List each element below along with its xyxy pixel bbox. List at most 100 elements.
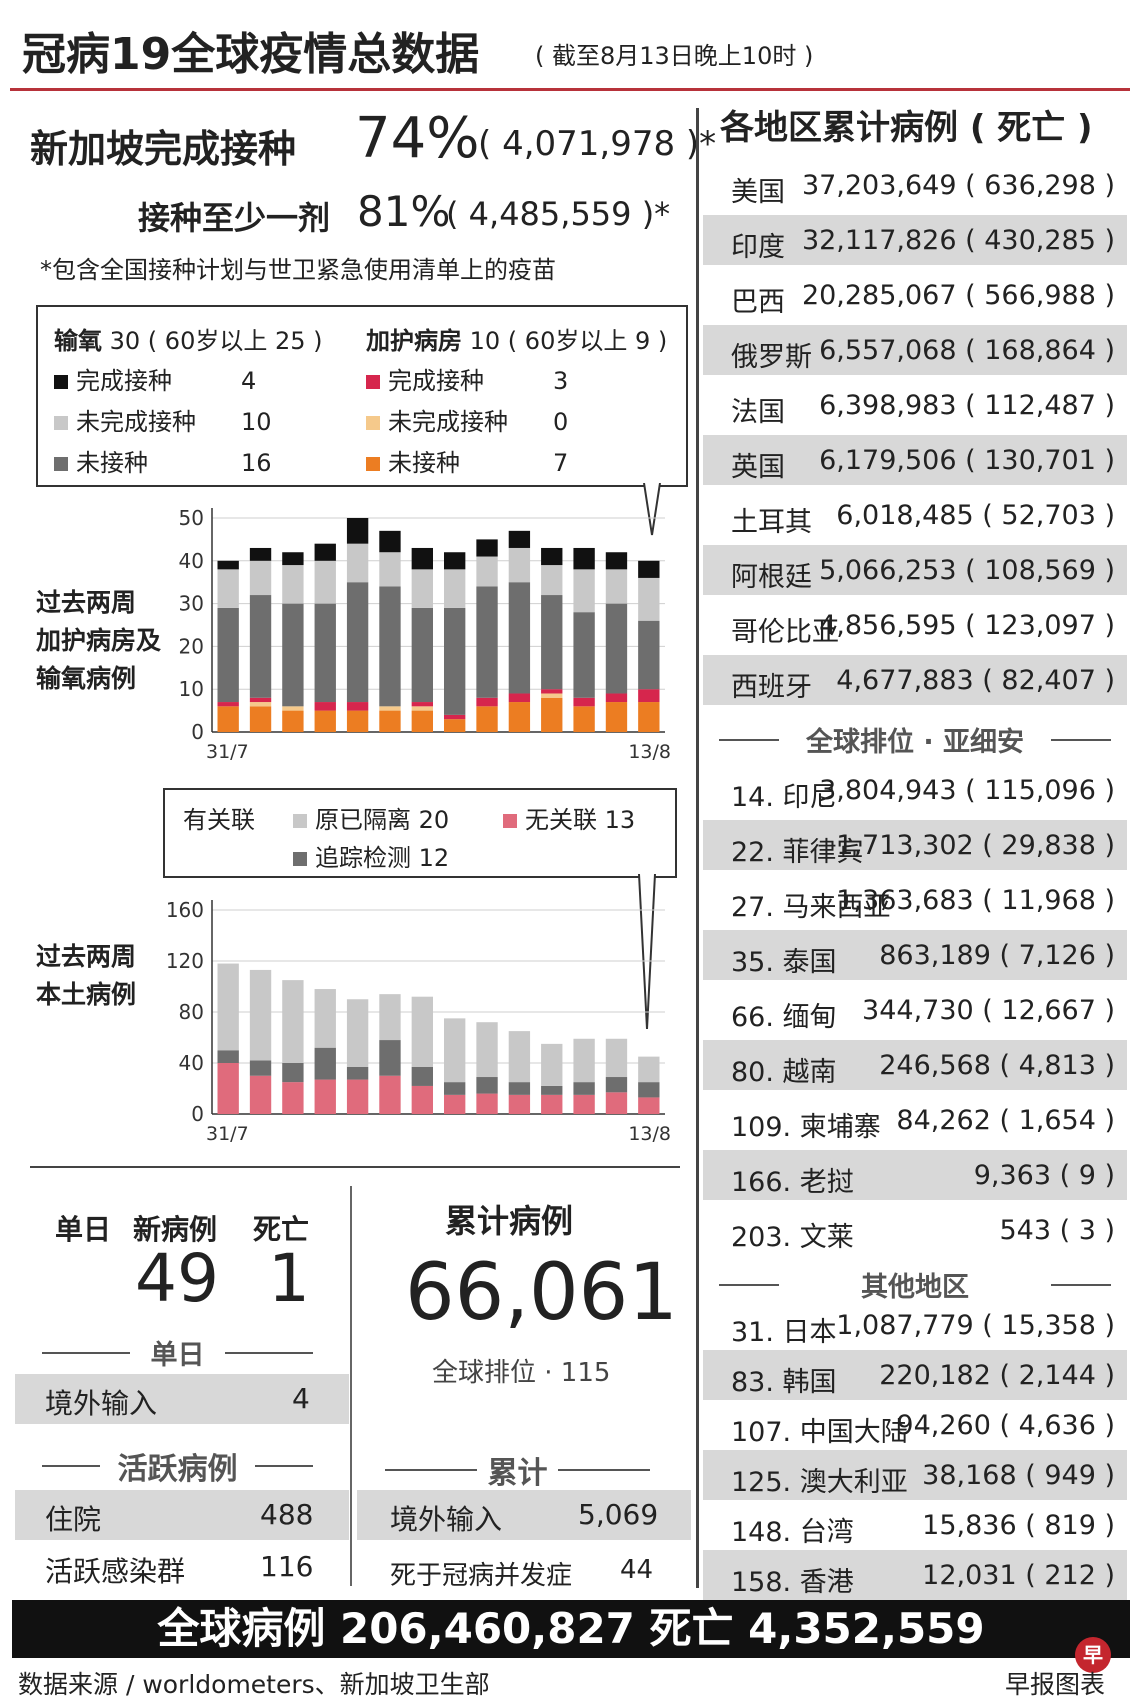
section-rule: [1051, 1284, 1111, 1286]
region-row: 西班牙 4,677,883 ( 82,407 ): [703, 655, 1127, 705]
bar-segment: [605, 1077, 628, 1093]
hospital-value: 488: [260, 1498, 314, 1531]
y-tick-label: 0: [191, 1102, 204, 1126]
region-row: 125. 澳大利亚 38,168 ( 949 ): [703, 1450, 1127, 1500]
bar-segment: [605, 702, 628, 732]
imported-row: [15, 1374, 349, 1424]
icu-legend-title: 加护病房 10 ( 60岁以上 9 ): [366, 321, 667, 356]
bar-segment: [282, 710, 304, 732]
chart2-side-label: 过去两周 本土病例: [36, 938, 136, 1014]
local-callout-pointer: [638, 874, 656, 1030]
data-source: 数据来源 / worldometers、新加坡卫生部: [18, 1670, 490, 1699]
region-value: 37,203,649 ( 636,298 ): [801, 170, 1115, 201]
bar-segment: [411, 1066, 433, 1086]
bar-segment: [541, 595, 563, 690]
bar-segment: [314, 702, 336, 711]
legend-item: 完成接种 4: [54, 361, 256, 396]
bar-segment: [411, 607, 433, 703]
bar-segment: [573, 697, 595, 707]
bar-segment: [541, 565, 563, 596]
cum-imported-row: [357, 1490, 691, 1540]
y-tick-label: 0: [191, 720, 204, 744]
legend-swatch: [54, 416, 68, 430]
region-value: 94,260 ( 4,636 ): [896, 1410, 1115, 1441]
bar-segment: [346, 999, 369, 1067]
vaccination-full-pct: 74%: [355, 106, 480, 171]
region-name: 哥伦比亚: [731, 617, 839, 648]
bar-segment: [314, 989, 336, 1048]
bar-segment: [573, 706, 595, 732]
daily-divider: [30, 1166, 680, 1168]
bar-segment: [379, 994, 401, 1041]
bar-segment: [444, 719, 466, 732]
region-name: 阿根廷: [731, 562, 812, 593]
vaccination-partial-pct: 81%: [357, 187, 451, 236]
section-active-line-left: [42, 1465, 100, 1467]
bar-segment: [217, 1063, 239, 1114]
region-value: 1,363,683 ( 11,968 ): [836, 885, 1115, 916]
bar-segment: [638, 1097, 660, 1114]
bar-segment: [508, 582, 531, 694]
bar-segment: [411, 996, 433, 1067]
icu-oxygen-chart: 50 40 30 20 10 031/7 13/8: [179, 506, 671, 763]
bar-segment: [314, 710, 336, 732]
bar-segment: [541, 689, 563, 694]
page-subtitle: ( 截至8月13日晚上10时 ): [535, 42, 814, 70]
bar-segment: [605, 603, 628, 694]
region-name: 107. 中国大陆: [731, 1417, 908, 1448]
title-bar: [10, 10, 1130, 91]
bar-segment: [249, 706, 272, 732]
bar-segment: [217, 607, 239, 703]
legend-quarantine: 原已隔离 20: [293, 800, 449, 835]
bar-segment: [476, 706, 498, 732]
legend-tracing: 追踪检测 12: [293, 838, 449, 873]
chart2-side-label-line1: 过去两周: [36, 942, 137, 971]
region-row: 80. 越南 246,568 ( 4,813 ): [703, 1040, 1127, 1090]
cumulative-title: 累计病例: [445, 1202, 574, 1240]
icu-legend-total: 10 ( 60岁以上 9 ): [469, 327, 668, 355]
region-section-text: 其他地区: [861, 1272, 969, 1303]
legend-swatch: [54, 457, 68, 471]
bar-segment: [346, 582, 369, 703]
bar-segment: [476, 586, 498, 698]
region-row: 土耳其 6,018,485 ( 52,703 ): [703, 490, 1127, 540]
bar-segment: [508, 547, 531, 583]
chart1-side-label-line1: 过去两周: [36, 588, 137, 617]
bar-segment: [411, 710, 433, 732]
imported-label: 境外输入: [45, 1387, 158, 1420]
region-value: 6,557,068 ( 168,864 ): [819, 335, 1115, 366]
bar-segment: [346, 518, 369, 544]
page-title: 冠病19全球疫情总数据: [22, 29, 480, 80]
region-value: 220,182 ( 2,144 ): [879, 1360, 1115, 1391]
section-cumulative-line-right: [558, 1469, 650, 1471]
bar-segment: [379, 552, 401, 587]
bar-segment: [314, 560, 336, 604]
region-row: 巴西 20,285,067 ( 566,988 ): [703, 270, 1127, 320]
legend-item-value: 4: [241, 367, 257, 395]
region-row: 203. 文莱 543 ( 3 ): [703, 1205, 1127, 1255]
oxygen-legend-title: 输氧 30 ( 60岁以上 25 ): [54, 321, 323, 356]
bar-segment: [605, 693, 628, 703]
region-value: 863,189 ( 7,126 ): [879, 940, 1115, 971]
x-end-label: 13/8: [628, 741, 671, 763]
bar-segment: [573, 547, 595, 570]
bar-segment: [508, 1031, 531, 1083]
bar-segment: [444, 1094, 466, 1114]
bar-segment: [638, 577, 660, 621]
region-name: 148. 台湾: [731, 1517, 854, 1548]
bar-segment: [314, 1047, 336, 1080]
legend-item: 未接种 16: [54, 443, 272, 478]
region-value: 1,713,302 ( 29,838 ): [836, 830, 1115, 861]
legend-swatch: [366, 457, 380, 471]
bar-segment: [379, 1040, 401, 1076]
legend-swatch: [366, 416, 380, 430]
bar-segment: [249, 697, 272, 703]
legend-item-label: 未接种: [76, 449, 148, 477]
y-tick-label: 50: [179, 506, 204, 530]
bar-segment: [411, 547, 433, 570]
bar-segment: [541, 1043, 563, 1086]
section-daily: 单日: [40, 1333, 315, 1372]
oxygen-legend-total: 30 ( 60岁以上 25 ): [109, 327, 323, 355]
legend-item-value: 7: [553, 449, 569, 477]
region-row: 166. 老挝 9,363 ( 9 ): [703, 1150, 1127, 1200]
